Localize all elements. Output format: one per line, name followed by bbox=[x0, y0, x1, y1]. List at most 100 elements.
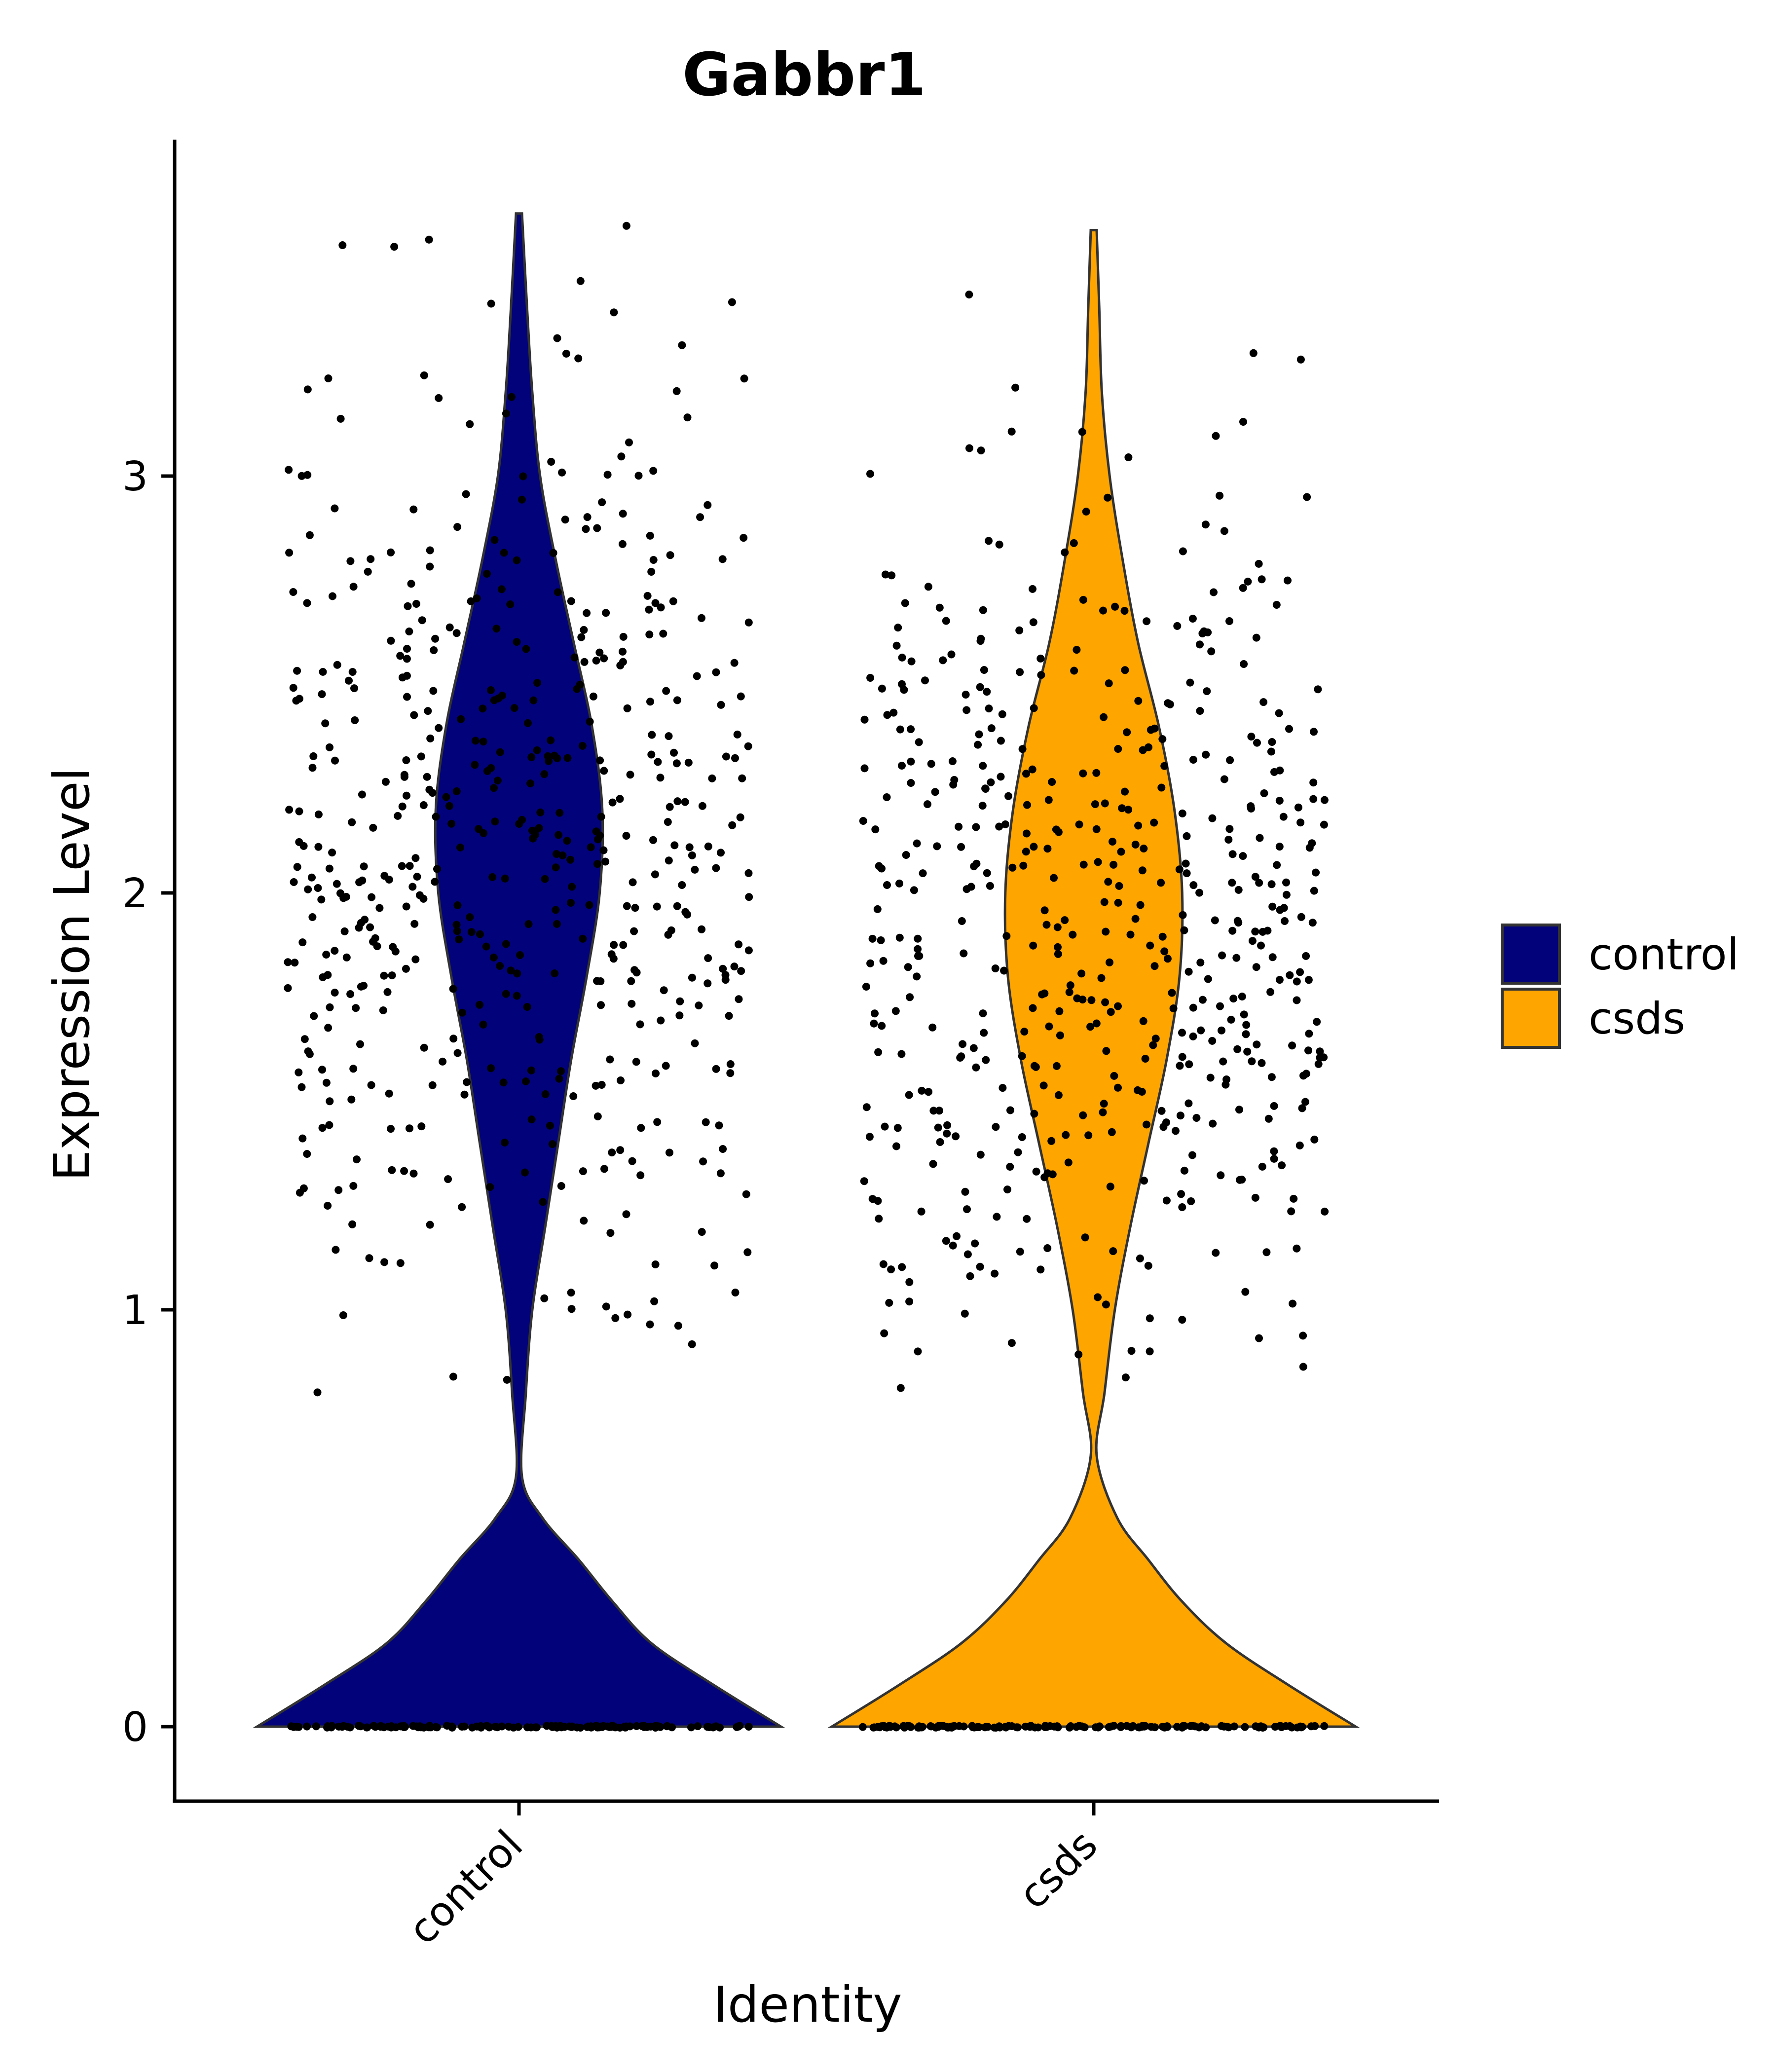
cell-point bbox=[348, 1220, 357, 1228]
cell-point bbox=[1144, 1261, 1152, 1270]
cell-point bbox=[947, 650, 956, 659]
cell-point bbox=[990, 1723, 999, 1732]
cell-point bbox=[901, 599, 909, 607]
cell-point bbox=[527, 1115, 536, 1124]
cell-point bbox=[1105, 679, 1113, 688]
cell-point bbox=[318, 1124, 327, 1132]
cell-point bbox=[1307, 1722, 1315, 1731]
cell-point bbox=[1273, 861, 1281, 869]
cell-point bbox=[665, 856, 673, 865]
cell-point bbox=[396, 1259, 405, 1267]
cell-point bbox=[284, 958, 292, 966]
cell-point bbox=[1260, 789, 1268, 797]
cell-point bbox=[943, 1129, 951, 1138]
cell-point bbox=[535, 1036, 544, 1044]
cell-point bbox=[467, 597, 475, 605]
cell-point bbox=[740, 374, 748, 383]
cell-point bbox=[319, 667, 327, 676]
cell-point bbox=[589, 692, 597, 701]
cell-point bbox=[998, 710, 1006, 718]
cell-point bbox=[609, 1722, 618, 1730]
cell-point bbox=[1102, 927, 1110, 936]
cell-point bbox=[1312, 868, 1320, 877]
cell-point bbox=[387, 1125, 395, 1133]
cell-point bbox=[619, 647, 627, 656]
cell-point bbox=[678, 341, 686, 349]
cell-point bbox=[918, 1086, 926, 1095]
cell-point bbox=[550, 751, 558, 760]
cell-point bbox=[649, 467, 658, 475]
cell-point bbox=[650, 1297, 659, 1305]
cell-point bbox=[874, 1048, 883, 1056]
cell-point bbox=[1296, 968, 1304, 976]
cell-point bbox=[456, 843, 464, 851]
cell-point bbox=[1163, 955, 1172, 963]
cell-point bbox=[995, 822, 1003, 831]
cell-point bbox=[630, 927, 638, 935]
cell-point bbox=[619, 510, 627, 518]
cell-point bbox=[681, 908, 690, 916]
cell-point bbox=[976, 1150, 985, 1159]
cell-point bbox=[905, 1297, 914, 1306]
cell-point bbox=[934, 1722, 943, 1731]
cell-point bbox=[1045, 1022, 1053, 1031]
cell-point bbox=[883, 793, 891, 801]
cell-point bbox=[981, 785, 990, 793]
cell-point bbox=[295, 695, 303, 703]
cell-point bbox=[738, 774, 746, 782]
cell-point bbox=[645, 605, 653, 614]
cell-point bbox=[1054, 1091, 1063, 1099]
cell-point bbox=[1143, 1120, 1150, 1129]
cell-point bbox=[919, 869, 927, 878]
cell-point bbox=[526, 779, 535, 787]
cell-point bbox=[1275, 709, 1283, 717]
cell-point bbox=[429, 687, 438, 695]
cell-point bbox=[476, 930, 484, 938]
cell-point bbox=[1048, 778, 1056, 786]
cell-point bbox=[552, 863, 560, 872]
cell-point bbox=[1091, 800, 1099, 809]
cell-point bbox=[890, 1722, 899, 1731]
cell-point bbox=[346, 990, 355, 998]
cell-point bbox=[583, 609, 591, 617]
cell-point bbox=[1257, 941, 1265, 950]
cell-point bbox=[684, 758, 693, 767]
cell-point bbox=[649, 556, 658, 564]
cell-point bbox=[1239, 584, 1247, 592]
cell-point bbox=[339, 1311, 347, 1319]
cell-point bbox=[1293, 1723, 1301, 1732]
cell-point bbox=[1086, 1023, 1095, 1031]
cell-point bbox=[891, 1007, 900, 1015]
cell-point bbox=[1173, 622, 1182, 630]
cell-point bbox=[1029, 1004, 1037, 1012]
cell-point bbox=[871, 825, 880, 834]
cell-point bbox=[1189, 1032, 1197, 1040]
cell-point bbox=[636, 1171, 645, 1180]
cell-point bbox=[1041, 1723, 1049, 1731]
cell-point bbox=[1079, 860, 1088, 869]
cell-point bbox=[622, 832, 630, 840]
cell-point bbox=[947, 1722, 956, 1731]
cell-point bbox=[1146, 1314, 1154, 1323]
cell-point bbox=[458, 1008, 466, 1017]
cell-point bbox=[1208, 814, 1217, 822]
cell-point bbox=[1118, 804, 1126, 813]
cell-point bbox=[698, 614, 705, 622]
cell-point bbox=[1097, 974, 1106, 982]
cell-point bbox=[976, 683, 984, 691]
cell-point bbox=[1178, 1203, 1186, 1211]
cell-point bbox=[608, 798, 617, 807]
cell-point bbox=[1038, 990, 1046, 999]
cell-point bbox=[518, 495, 526, 504]
cell-point bbox=[290, 878, 298, 886]
cell-point bbox=[314, 810, 323, 818]
cell-point bbox=[1160, 947, 1169, 956]
cell-point bbox=[1140, 845, 1148, 852]
cell-point bbox=[958, 917, 966, 925]
cell-point bbox=[731, 754, 739, 762]
cell-point bbox=[1217, 1171, 1225, 1180]
cell-point bbox=[1218, 951, 1226, 960]
cell-point bbox=[967, 883, 975, 891]
cell-point bbox=[484, 1722, 492, 1731]
cell-point bbox=[1069, 930, 1077, 939]
